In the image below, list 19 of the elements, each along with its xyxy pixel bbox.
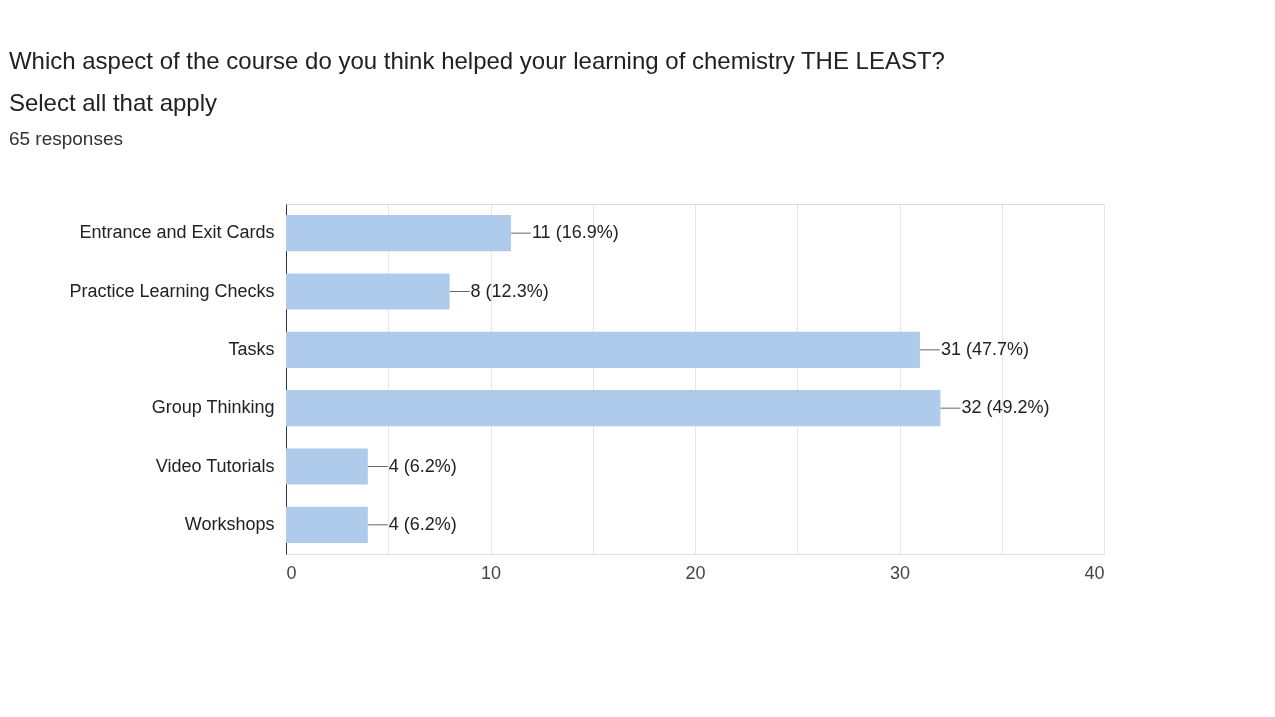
data-label: 31 (47.7%) xyxy=(940,338,1030,359)
chart-title: Which aspect of the course do you think helped your learning of chemistry THE LEAST? Select all that apply xyxy=(8,47,945,116)
data-label: 32 (49.2%) xyxy=(961,397,1050,418)
data-label: 4 (6.2%) xyxy=(388,513,457,534)
y-tick-label: Video Tutorials xyxy=(155,455,275,476)
y-tick-label: Group Thinking xyxy=(151,397,275,418)
x-tick-label: 10 xyxy=(480,562,502,583)
text: 65 responses xyxy=(8,128,123,149)
y-tick-label: Workshops xyxy=(184,513,275,534)
x-tick-label: 30 xyxy=(889,562,911,583)
y-tick-label: Tasks xyxy=(228,338,275,359)
data-label: 4 (6.2%) xyxy=(388,455,457,476)
y-tick-label: Entrance and Exit Cards xyxy=(79,222,275,243)
x-tick-label: 20 xyxy=(685,562,706,583)
x-tick-label: 40 xyxy=(1084,562,1105,583)
x-tick-label: 0 xyxy=(286,562,297,583)
data-label: 11 (16.9%) xyxy=(531,222,619,243)
data-label: 8 (12.3%) xyxy=(470,280,549,301)
y-tick-label: Practice Learning Checks xyxy=(69,280,275,301)
